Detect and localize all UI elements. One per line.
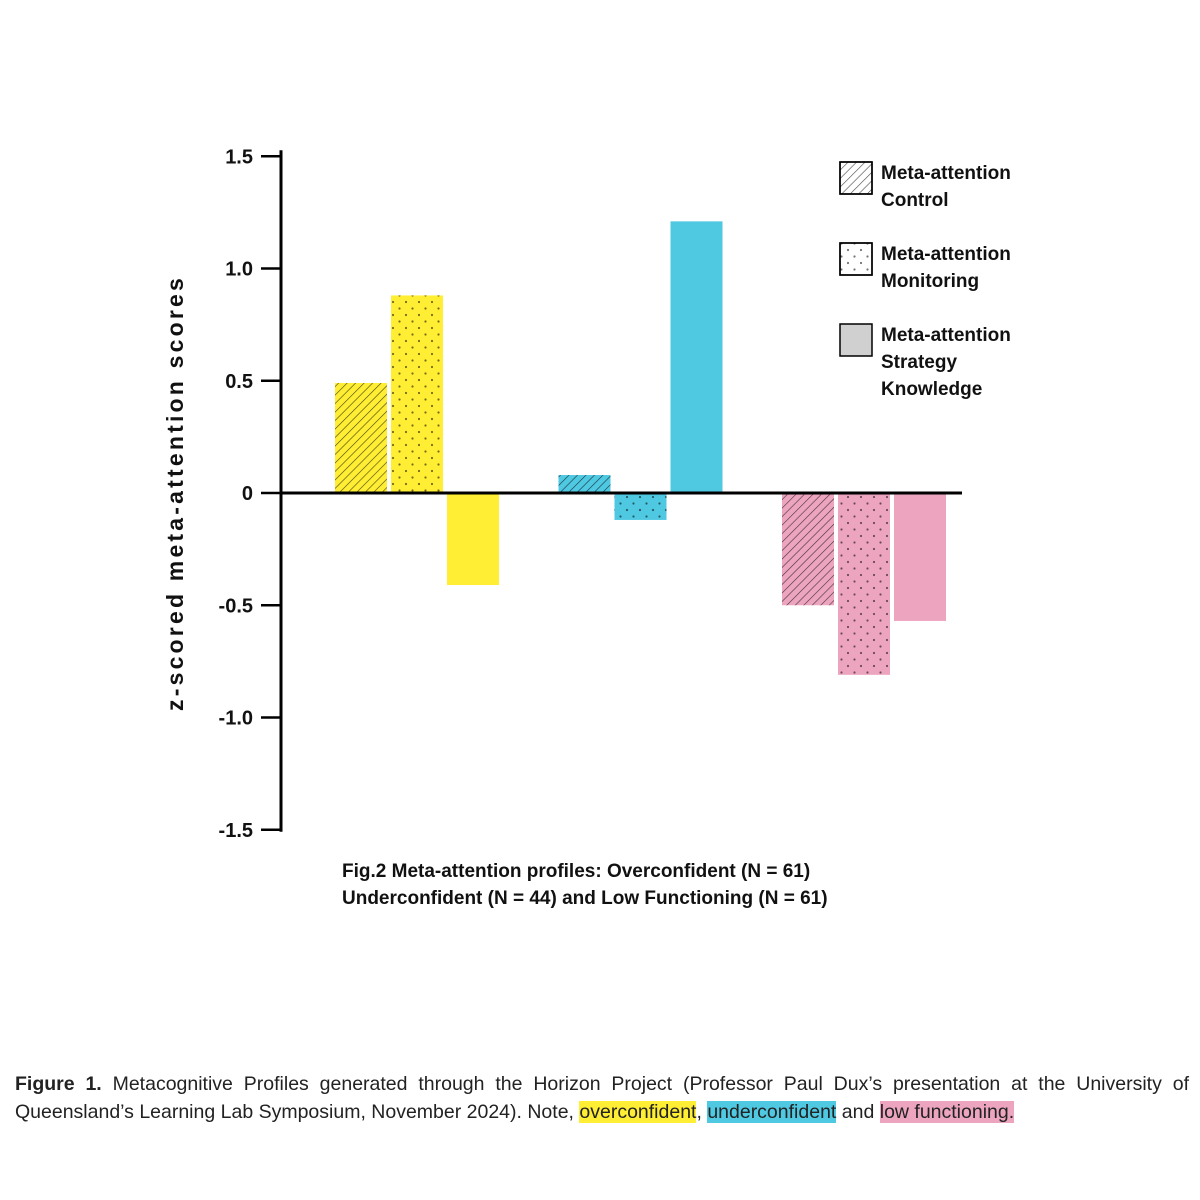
legend-entry: Meta-attention Monitoring <box>839 242 1011 292</box>
chart-caption-line-2: Underconfident (N = 44) and Low Function… <box>342 888 828 909</box>
y-tick-label: -1.0 <box>219 708 253 730</box>
bar-pattern <box>782 493 834 606</box>
legend-entry: Meta-attention Strategy Knowledge <box>839 323 1011 400</box>
axes: 1.5 1.0 0.5 0 -0.5 -1.0 -1.5 <box>219 146 283 842</box>
y-tick-label: 1.0 <box>225 259 253 281</box>
legend-swatch-pattern <box>839 161 873 195</box>
bar-group-overconfident <box>335 295 499 586</box>
low-functioning-highlight: low functioning. <box>879 1100 1015 1123</box>
legend-swatch-pattern <box>839 242 873 276</box>
y-tick-label: 1.5 <box>225 146 253 168</box>
bar-pattern <box>335 382 387 493</box>
bar <box>447 493 499 586</box>
separator-comma: , <box>696 1100 702 1123</box>
legend: Meta-attention Control Meta-attention Monit… <box>839 161 1011 400</box>
legend-entry: Meta-attention Control <box>839 161 1011 211</box>
bars <box>281 221 962 675</box>
bar <box>670 221 723 494</box>
figure-note: Figure 1. Metacognitive Profiles generat… <box>15 1070 1189 1126</box>
legend-label: Meta-attention <box>881 244 1011 265</box>
bar-group-underconfident <box>558 221 723 520</box>
legend-label: Knowledge <box>881 379 982 400</box>
y-tick-label: 0 <box>242 483 253 505</box>
figure-note-text: Metacognitive Profiles generated through… <box>15 1072 1189 1123</box>
bar-pattern <box>391 295 443 493</box>
bar-pattern <box>614 493 667 520</box>
y-tick-label: -1.5 <box>219 820 253 842</box>
legend-label: Control <box>881 190 949 211</box>
figure-label: Figure 1. <box>15 1072 102 1095</box>
separator-and: and <box>841 1100 875 1123</box>
legend-label: Strategy <box>881 352 957 373</box>
y-tick-label: 0.5 <box>225 371 253 393</box>
y-tick-label: -0.5 <box>219 595 253 617</box>
y-axis-label: z-scored meta-attention scores <box>162 275 188 711</box>
bar-pattern <box>838 493 890 675</box>
legend-label: Monitoring <box>881 271 979 292</box>
chart-caption-line-1: Fig.2 Meta-attention profiles: Overconfi… <box>342 861 811 882</box>
legend-label: Meta-attention <box>881 325 1011 346</box>
chart-caption: Fig.2 Meta-attention profiles: Overconfi… <box>342 858 962 912</box>
bar-pattern <box>558 475 611 493</box>
overconfident-highlight: overconfident <box>579 1100 697 1123</box>
bar-group-low-functioning <box>782 493 946 675</box>
legend-label: Meta-attention <box>881 163 1011 184</box>
bar <box>894 493 946 621</box>
underconfident-highlight: underconfident <box>707 1100 837 1123</box>
legend-swatch <box>839 323 873 357</box>
